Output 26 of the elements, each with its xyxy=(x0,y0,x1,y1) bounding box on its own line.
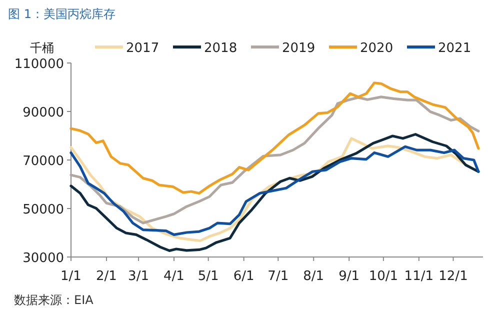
x-tick-label: 5/1 xyxy=(198,269,219,284)
line-series xyxy=(70,82,480,195)
legend-label: 2017 xyxy=(126,41,160,56)
x-tick-label: 6/1 xyxy=(233,269,254,284)
x-tick-label: 7/1 xyxy=(268,269,289,284)
x-tick-label: 12/1 xyxy=(438,269,468,284)
x-tick-label: 4/1 xyxy=(164,269,184,284)
x-tick-label: 2/1 xyxy=(96,269,117,284)
x-tick-label: 8/1 xyxy=(303,269,324,284)
y-tick-label: 110000 xyxy=(14,57,64,72)
x-tick-label: 1/1 xyxy=(60,269,82,284)
source-note: 数据来源：EIA xyxy=(14,293,94,307)
legend-label: 2018 xyxy=(204,41,238,56)
chart-title: 图 1：美国丙烷库存 xyxy=(8,7,116,21)
y-tick-label: 30000 xyxy=(22,251,64,266)
legend-label: 2019 xyxy=(282,41,316,56)
legend-label: 2020 xyxy=(360,41,394,56)
x-tick-label: 9/1 xyxy=(338,269,360,284)
y-tick-label: 70000 xyxy=(22,154,64,169)
y-tick-label: 90000 xyxy=(22,106,64,120)
x-tick-label: 3/1 xyxy=(128,269,149,284)
y-axis-title: 千桶 xyxy=(30,41,54,55)
x-tick-label: 10/1 xyxy=(368,269,398,284)
x-tick-label: 11/1 xyxy=(404,269,434,284)
y-tick-label: 50000 xyxy=(22,202,64,218)
legend-label: 2021 xyxy=(438,41,472,56)
